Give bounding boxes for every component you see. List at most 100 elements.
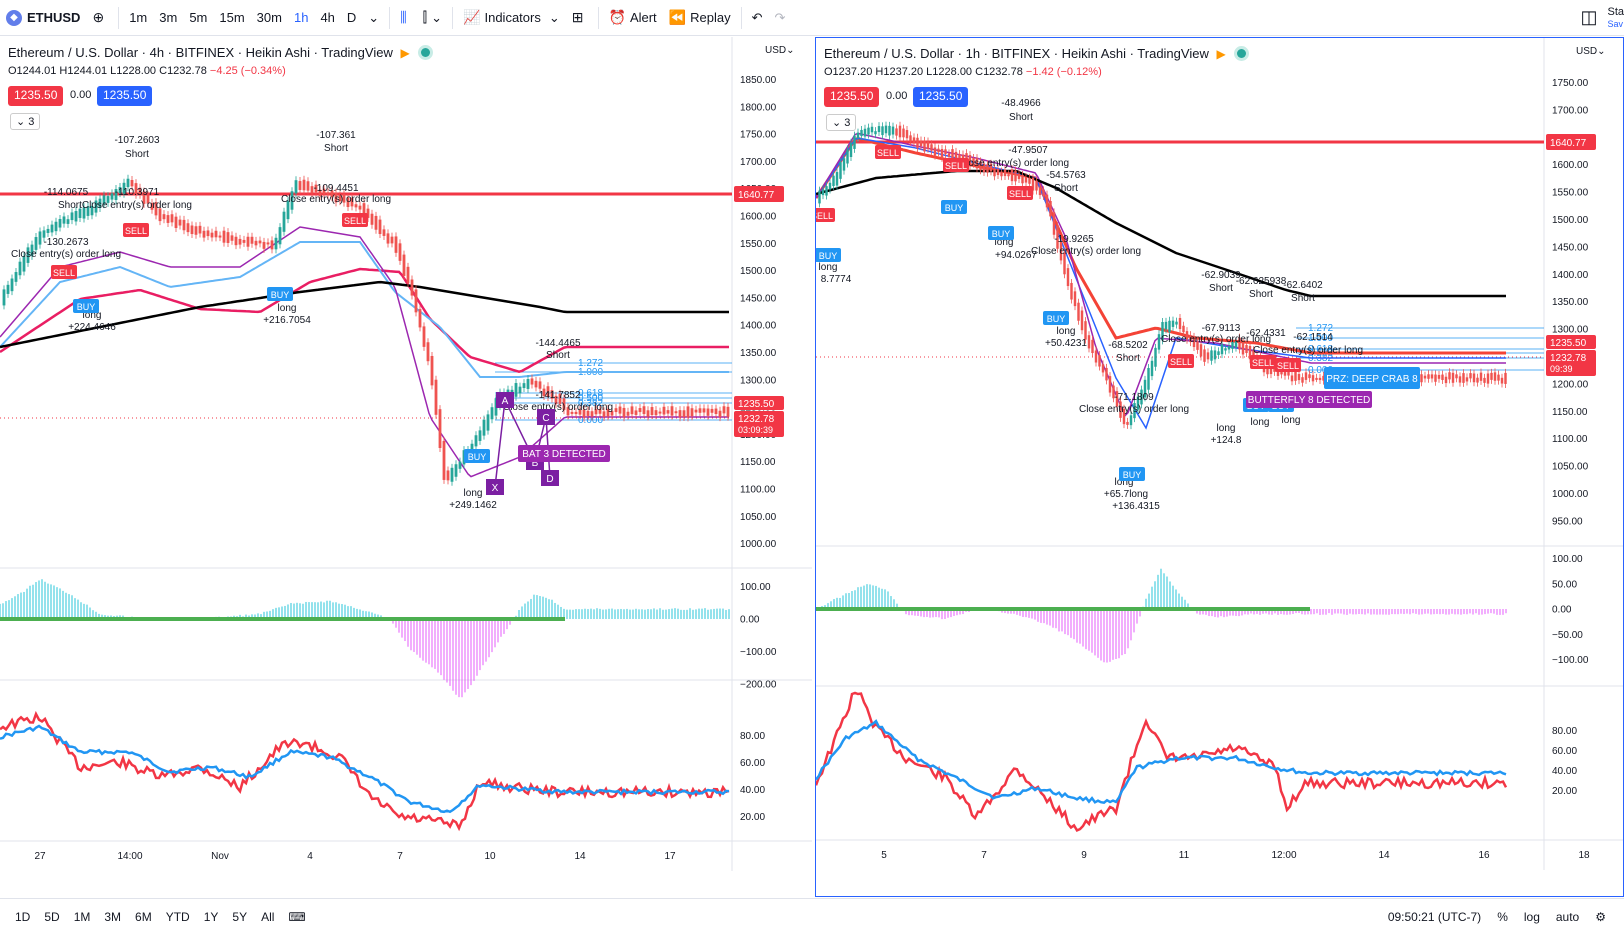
signal-label: SELL <box>344 216 366 226</box>
candle-body <box>1014 170 1017 182</box>
left-indicator-toggle[interactable]: ⌄ 3 <box>10 113 41 130</box>
interval-15m[interactable]: 15m <box>219 10 245 25</box>
interval-1m[interactable]: 1m <box>129 10 148 25</box>
candle-body <box>82 207 86 219</box>
trade-annotation: +124.8 <box>1211 435 1242 446</box>
right-buy-button[interactable]: 1235.50 <box>913 87 969 107</box>
candle-body <box>1143 379 1147 398</box>
time-tick-label: 9 <box>1081 850 1087 861</box>
auto-toggle[interactable]: auto <box>1555 910 1580 924</box>
range-1d[interactable]: 1D <box>15 910 31 924</box>
right-chart-pane[interactable]: 1750.001700.001650.001600.001550.001500.… <box>815 37 1624 897</box>
left-chart-canvas[interactable]: 1850.001800.001750.001700.001650.001600.… <box>0 37 813 897</box>
candle-body <box>965 153 968 161</box>
interval-3m[interactable]: 3m <box>159 10 178 25</box>
left-chart-pane[interactable]: 1850.001800.001750.001700.001650.001600.… <box>0 37 813 897</box>
range-5y[interactable]: 5Y <box>232 910 248 924</box>
candle-body <box>1112 385 1115 399</box>
settings-gear-icon[interactable]: ⚙ <box>1595 910 1606 924</box>
flag-icon[interactable]: ▶ <box>1216 47 1226 61</box>
redo-button[interactable]: ↷ <box>768 0 791 36</box>
range-5d[interactable]: 5D <box>44 910 60 924</box>
right-currency[interactable]: USD⌄ <box>1576 46 1606 57</box>
indicators-button[interactable]: 📈 Indicators ⌄ <box>457 0 566 36</box>
clock[interactable]: 09:50:21 (UTC-7) <box>1387 910 1482 924</box>
candle-body <box>322 188 326 195</box>
trade-annotation: Short <box>546 350 570 361</box>
layout-save[interactable]: ◫ Sta Sav <box>1574 0 1624 36</box>
time-tick-label: 11 <box>1179 850 1190 861</box>
trade-annotation: Close entry(s) order long <box>11 249 121 260</box>
interval-1h[interactable]: 1h <box>293 10 309 25</box>
candle-body <box>394 236 398 253</box>
alert-button[interactable]: ⏰ Alert <box>603 0 663 36</box>
fib-level-label: 0.382 <box>578 398 603 409</box>
candle-body <box>1038 187 1042 196</box>
replay-button[interactable]: ⏪ Replay <box>663 0 737 36</box>
macd-tick-label: −100.00 <box>1552 655 1589 666</box>
candle-body <box>250 236 254 244</box>
percent-toggle[interactable]: % <box>1497 910 1508 924</box>
range-1m[interactable]: 1M <box>73 910 91 924</box>
candle-body <box>578 409 582 415</box>
candle-body <box>1031 177 1035 191</box>
candle-body <box>870 126 874 133</box>
interval-d[interactable]: D <box>346 10 357 25</box>
price-tick-label: 1100.00 <box>1552 434 1588 445</box>
candle-body <box>1420 374 1423 383</box>
left-buy-button[interactable]: 1235.50 <box>97 86 153 106</box>
candle-body <box>856 132 860 139</box>
rsi-tick-label: 80.00 <box>740 731 765 742</box>
market-open-icon <box>421 48 431 57</box>
last-price-tag <box>734 411 784 437</box>
candle-body <box>839 162 842 179</box>
left-chart-title: Ethereum / U.S. Dollar · 4h · BITFINEX ·… <box>8 45 431 60</box>
buy-signal-badge <box>1119 467 1145 481</box>
last-price-label: 1232.78 <box>738 414 775 425</box>
chart-type-button[interactable]: ⫿ ⌄ <box>417 0 448 36</box>
candle-body <box>1192 336 1196 348</box>
templates-button[interactable]: ⊞ <box>566 0 594 36</box>
interval-30m[interactable]: 30m <box>256 10 282 25</box>
candle-body <box>1066 268 1070 287</box>
left-sell-button[interactable]: 1235.50 <box>8 86 64 106</box>
candle-body <box>895 128 898 136</box>
flag-icon[interactable]: ▶ <box>400 46 410 60</box>
interval-5m[interactable]: 5m <box>189 10 208 25</box>
left-ohlc: O1244.01 H1244.01 L1228.00 C1232.78 −4.2… <box>8 65 286 77</box>
candle-body <box>1164 321 1168 330</box>
range-ytd[interactable]: YTD <box>165 910 190 924</box>
bar-style-button[interactable]: ⫼ <box>394 0 416 36</box>
symbol-search[interactable]: ◆ ETHUSD <box>0 0 86 36</box>
bottom-right-controls: 09:50:21 (UTC-7) % log auto ⚙ <box>1380 910 1614 924</box>
range-1y[interactable]: 1Y <box>203 910 219 924</box>
date-range-icon[interactable]: ⌨ <box>288 910 306 924</box>
candle-body <box>881 126 884 136</box>
range-all[interactable]: All <box>261 910 275 924</box>
range-6m[interactable]: 6M <box>135 910 152 924</box>
macd-tick-label: 100.00 <box>740 582 771 593</box>
sell-signal-badge <box>1275 358 1301 372</box>
left-currency[interactable]: USD⌄ <box>765 45 795 56</box>
price-tick-label: 1300.00 <box>1552 325 1589 336</box>
candle-body <box>474 435 478 447</box>
fib-level-label: 0.000 <box>1308 365 1333 376</box>
right-spread: 0.00 <box>886 90 908 102</box>
chevron-down-icon[interactable]: ⌄ <box>368 9 380 25</box>
right-chart-canvas[interactable]: 1750.001700.001650.001600.001550.001500.… <box>816 38 1623 896</box>
right-indicator-toggle[interactable]: ⌄ 3 <box>826 114 857 131</box>
candle-body <box>22 256 26 272</box>
candle-body <box>1101 364 1105 373</box>
log-toggle[interactable]: log <box>1523 910 1540 924</box>
candle-body <box>828 182 832 190</box>
candle-body <box>554 395 558 405</box>
interval-4h[interactable]: 4h <box>320 10 335 25</box>
candle-body <box>626 411 630 416</box>
compare-button[interactable]: ⊕ <box>86 0 114 36</box>
undo-button[interactable]: ↶ <box>746 0 769 36</box>
range-3m[interactable]: 3M <box>104 910 122 924</box>
candle-body <box>54 221 58 232</box>
harmonic-point-marker <box>537 409 555 425</box>
right-sell-button[interactable]: 1235.50 <box>824 87 880 107</box>
macd-tick-label: 100.00 <box>1552 554 1583 565</box>
